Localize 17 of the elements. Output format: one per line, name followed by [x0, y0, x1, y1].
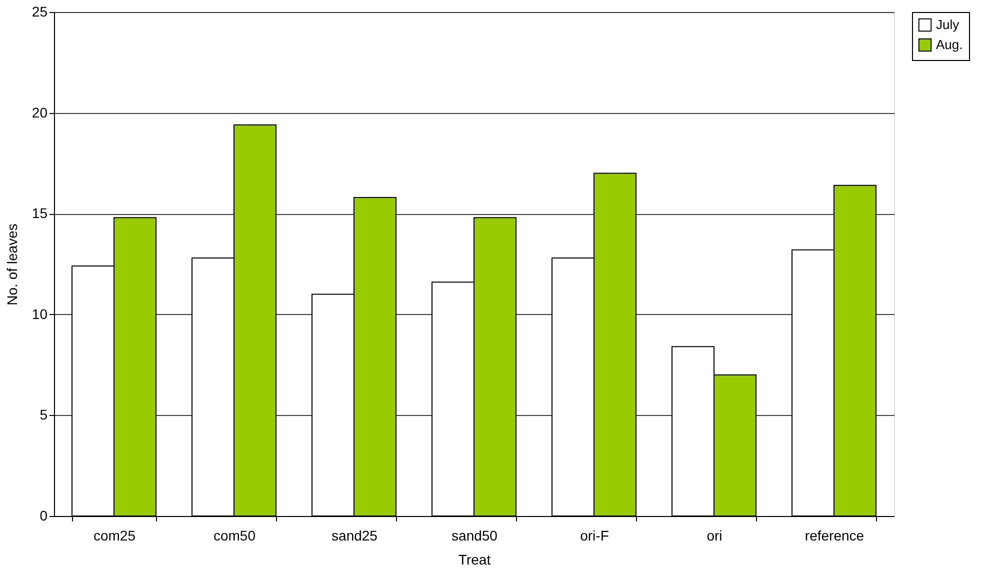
y-tick-label: 5 — [40, 406, 48, 423]
y-tick-label: 0 — [40, 508, 48, 524]
x-tick-label: ori-F — [580, 528, 609, 544]
y-tick-label: 25 — [32, 4, 48, 20]
x-tick-label: com50 — [213, 528, 256, 544]
y-tick-label: 10 — [32, 306, 48, 322]
legend-label: Aug. — [936, 37, 963, 52]
x-tick-label: sand50 — [452, 528, 498, 544]
legend-label: July — [936, 17, 960, 32]
x-tick-label: com25 — [93, 528, 136, 544]
x-axis-title: Treat — [458, 552, 491, 568]
y-axis-title: No. of leaves — [4, 224, 20, 306]
x-tick-label: ori — [706, 528, 722, 544]
y-tick-label: 20 — [32, 104, 48, 120]
y-tick-label: 15 — [32, 205, 48, 222]
x-tick-label: sand25 — [332, 528, 378, 544]
x-tick-label: reference — [804, 528, 864, 544]
